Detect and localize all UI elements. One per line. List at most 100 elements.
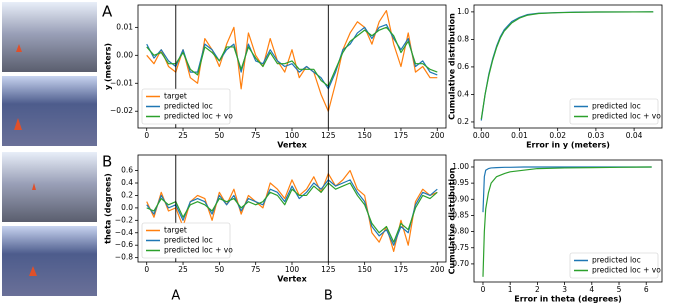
plot-frame (473, 4, 663, 129)
x-tick-label: 4 (589, 285, 594, 294)
legend-box (141, 222, 231, 259)
panel-label: A (102, 3, 113, 21)
x-tick-label: 25 (178, 265, 188, 274)
legend-label: predicted loc (592, 102, 641, 111)
legend-label: predicted loc + vo (592, 112, 661, 121)
x-tick-label: 150 (357, 265, 372, 274)
x-tick-label: 175 (394, 265, 409, 274)
x-axis-label: Vertex (277, 141, 307, 150)
y-axis-label: y (meters) (104, 43, 113, 90)
x-tick-label: 200 (430, 131, 445, 140)
series-line (146, 23, 438, 90)
x-tick-label: 0 (481, 285, 486, 294)
legend-box (569, 98, 659, 125)
series-line (146, 182, 438, 243)
x-tick-label: 50 (215, 131, 225, 140)
legend-box (141, 88, 231, 125)
y-tick-label: 0.2 (121, 190, 133, 199)
y-tick-label: 0.6 (121, 166, 133, 175)
x-tick-label: 100 (285, 131, 300, 140)
y-tick-label: 1.00 (452, 162, 469, 171)
y-tick-label: 0.01 (116, 22, 133, 31)
plot-frame (137, 154, 447, 263)
y-tick-label: 0.70 (452, 259, 469, 268)
x-axis-label: Vertex (277, 275, 307, 284)
legend-label: predicted loc + vo (164, 246, 233, 255)
x-tick-label: 50 (215, 265, 225, 274)
y-tick-label: −0.01 (110, 78, 133, 87)
x-tick-label: 5 (617, 285, 622, 294)
photo (2, 226, 97, 296)
legend-label: predicted loc + vo (164, 112, 233, 121)
y-tick-label: 0.95 (452, 178, 469, 187)
y-axis-label: Cumulative distribution (448, 167, 457, 274)
plot-frame (473, 159, 663, 283)
cone (14, 118, 22, 130)
marker-label: A (171, 289, 180, 304)
x-tick-label: 0 (144, 265, 149, 274)
legend-label: predicted loc (592, 256, 641, 265)
legend-label: predicted loc (164, 102, 213, 111)
series-line (146, 9, 438, 112)
photo (2, 152, 97, 222)
x-tick-label: 125 (321, 265, 336, 274)
photo (2, 76, 97, 146)
y-tick-label: 0.4 (121, 178, 133, 187)
series-line (146, 26, 438, 87)
x-tick-label: 6 (644, 285, 649, 294)
photos (2, 2, 97, 296)
x-tick-label: 2 (535, 285, 540, 294)
marker-label: B (324, 289, 333, 304)
x-tick-label: 150 (357, 131, 372, 140)
y-tick-label: 0.00 (116, 50, 133, 59)
plot-frame (137, 4, 447, 129)
x-tick-label: 100 (285, 265, 300, 274)
x-tick-label: 3 (562, 285, 567, 294)
y-tick-label: −0.8 (115, 253, 133, 262)
y-tick-label: 1.0 (457, 7, 469, 16)
x-axis-label: Error in theta (degrees) (514, 295, 622, 304)
x-tick-label: 75 (251, 265, 261, 274)
y-tick-label: −0.6 (115, 240, 133, 249)
x-tick-label: 0.02 (549, 131, 566, 140)
x-tick-label: 125 (321, 131, 336, 140)
series-line (482, 166, 652, 277)
y-tick-label: 0.4 (457, 89, 469, 98)
y-tick-label: 0.80 (452, 227, 469, 236)
series-line (482, 166, 652, 213)
series-line (146, 179, 438, 246)
legend-label: predicted loc (164, 236, 213, 245)
y-tick-label: −0.2 (115, 215, 133, 224)
cone (32, 183, 36, 190)
y-tick-label: 0.6 (457, 62, 469, 71)
y-tick-label: 0.75 (452, 243, 469, 252)
y-tick-label: −0.4 (115, 228, 133, 237)
y-tick-label: 0.85 (452, 210, 469, 219)
y-axis-label: theta (degrees) (104, 173, 113, 244)
cone (29, 266, 37, 276)
x-tick-label: 75 (251, 131, 261, 140)
y-tick-label: −0.02 (110, 106, 133, 115)
photo (2, 2, 97, 72)
x-axis-label: Error in y (meters) (526, 141, 610, 150)
x-tick-label: 0.00 (473, 131, 490, 140)
series-line (480, 11, 654, 120)
x-tick-label: 25 (178, 131, 188, 140)
y-axis-label: Cumulative distribution (448, 13, 457, 120)
x-tick-label: 0.01 (511, 131, 528, 140)
x-tick-label: 1 (508, 285, 513, 294)
y-tick-label: 0.90 (452, 194, 469, 203)
y-tick-label: 0.0 (121, 203, 133, 212)
legend-label: target (164, 226, 187, 235)
legend-label: target (164, 92, 187, 101)
panel-label: B (102, 153, 112, 171)
x-tick-label: 0 (144, 131, 149, 140)
y-tick-label: 0.2 (457, 117, 469, 126)
x-tick-label: 175 (394, 131, 409, 140)
legend-label: predicted loc + vo (592, 266, 661, 275)
